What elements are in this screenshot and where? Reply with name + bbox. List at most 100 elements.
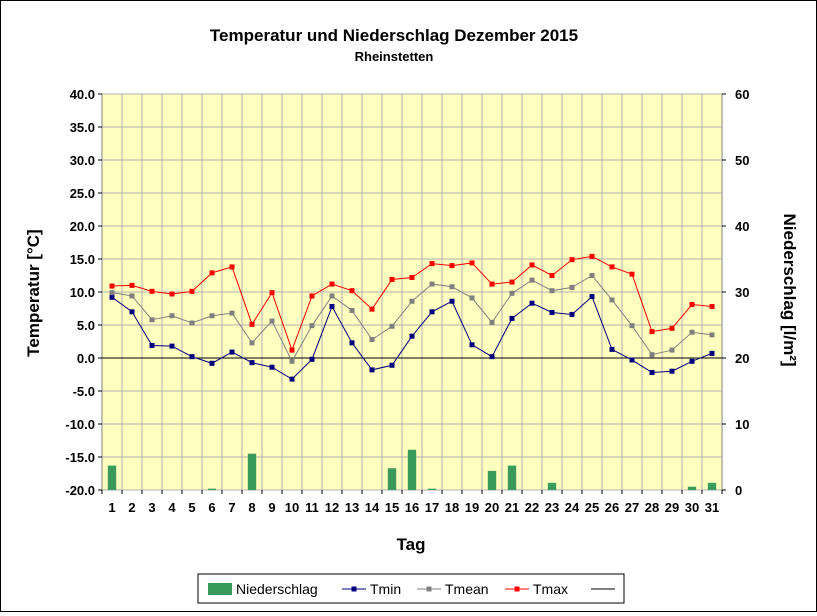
point-tmean xyxy=(309,323,315,329)
point-tmin xyxy=(429,309,435,315)
point-tmax xyxy=(109,283,115,289)
point-tmean xyxy=(509,290,515,296)
point-tmax xyxy=(649,329,655,335)
point-tmin xyxy=(329,304,335,310)
point-tmin xyxy=(689,358,695,364)
x-tick-label: 1 xyxy=(108,500,115,515)
right-tick-label: 60 xyxy=(735,87,749,102)
legend: Niederschlag Tmin Tmean Tmax xyxy=(208,581,615,597)
legend-swatch-marker xyxy=(426,586,432,592)
point-tmin xyxy=(109,294,115,300)
point-tmax xyxy=(389,276,395,282)
point-tmin xyxy=(489,354,495,360)
x-tick-label: 14 xyxy=(365,500,380,515)
point-tmax xyxy=(329,281,335,287)
point-tmax xyxy=(629,271,635,277)
point-tmax xyxy=(529,262,535,268)
right-tick-label: 0 xyxy=(735,483,742,498)
x-tick-label: 18 xyxy=(445,500,459,515)
left-tick-label: -15.0 xyxy=(65,450,95,465)
x-axis-ticks: 1 2 3 4 5 6 7 8 9 10 11 12 13 14 15 16 17 18 19 20 21 22 23 24 2… xyxy=(101,490,723,515)
legend-swatch-marker xyxy=(351,586,357,592)
point-tmin xyxy=(529,300,535,306)
legend-swatch-marker xyxy=(514,586,520,592)
point-tmax xyxy=(229,264,235,270)
x-tick-label: 6 xyxy=(208,500,215,515)
vertical-gridlines xyxy=(121,94,703,490)
point-tmean xyxy=(669,347,675,353)
point-tmin xyxy=(669,368,675,374)
left-tick-label: 15.0 xyxy=(70,252,95,267)
point-tmean xyxy=(109,290,115,296)
point-tmax xyxy=(469,260,475,266)
point-tmax xyxy=(609,264,615,270)
precipitation-bar xyxy=(247,453,257,490)
x-tick-label: 21 xyxy=(505,500,519,515)
point-tmin xyxy=(189,354,195,360)
legend-swatch-bar xyxy=(208,583,232,595)
precipitation-bar xyxy=(407,449,417,490)
point-tmin xyxy=(209,360,215,366)
temperature-lines xyxy=(109,253,715,382)
point-tmax xyxy=(289,347,295,353)
point-tmax xyxy=(189,288,195,294)
x-tick-label: 9 xyxy=(268,500,275,515)
point-tmin xyxy=(709,350,715,356)
x-tick-label: 25 xyxy=(585,500,599,515)
point-tmean xyxy=(149,317,155,323)
point-tmax xyxy=(589,253,595,259)
left-tick-label: -10.0 xyxy=(65,417,95,432)
precipitation-bar xyxy=(547,482,557,490)
x-tick-label: 29 xyxy=(665,500,679,515)
point-tmax xyxy=(409,274,415,280)
point-tmax xyxy=(549,273,555,278)
x-tick-label: 13 xyxy=(345,500,359,515)
left-tick-label: 30.0 xyxy=(70,153,95,168)
point-tmean xyxy=(709,332,715,338)
point-tmax xyxy=(209,270,215,276)
x-tick-label: 2 xyxy=(128,500,135,515)
point-tmean xyxy=(469,295,475,301)
left-tick-label: 10.0 xyxy=(70,285,95,300)
x-tick-label: 7 xyxy=(228,500,235,515)
point-tmin xyxy=(349,340,355,346)
point-tmax xyxy=(709,304,715,310)
point-tmean xyxy=(289,358,295,364)
right-tick-label: 10 xyxy=(735,417,749,432)
point-tmax xyxy=(309,293,315,299)
point-tmean xyxy=(629,323,635,329)
point-tmin xyxy=(449,298,455,304)
x-tick-label: 27 xyxy=(625,500,639,515)
point-tmean xyxy=(249,340,255,346)
point-tmax xyxy=(269,290,275,296)
point-tmean xyxy=(329,293,335,299)
point-tmean xyxy=(529,277,535,283)
point-tmax xyxy=(169,291,175,297)
x-tick-label: 11 xyxy=(305,500,319,515)
point-tmean xyxy=(689,329,695,335)
x-tick-label: 19 xyxy=(465,500,479,515)
right-tick-label: 50 xyxy=(735,153,749,168)
x-tick-label: 22 xyxy=(525,500,539,515)
point-tmax xyxy=(429,261,435,267)
point-tmin xyxy=(389,362,395,368)
precipitation-bar xyxy=(107,465,117,490)
x-tick-label: 5 xyxy=(188,500,195,515)
x-tick-label: 20 xyxy=(485,500,499,515)
point-tmean xyxy=(369,337,375,343)
left-tick-label: 40.0 xyxy=(70,87,95,102)
point-tmax xyxy=(449,263,455,269)
point-tmin xyxy=(409,333,415,339)
chart-subtitle: Rheinstetten xyxy=(355,49,434,64)
point-tmin xyxy=(589,294,595,300)
point-tmean xyxy=(449,284,455,290)
x-tick-label: 10 xyxy=(285,500,299,515)
precipitation-bar xyxy=(507,465,517,490)
point-tmin xyxy=(169,343,175,349)
right-tick-label: 30 xyxy=(735,285,749,300)
legend-label: Tmean xyxy=(445,581,489,597)
x-tick-label: 16 xyxy=(405,500,419,515)
right-tick-label: 20 xyxy=(735,351,749,366)
right-axis-label: Niederschlag [l/m²] xyxy=(780,213,799,366)
